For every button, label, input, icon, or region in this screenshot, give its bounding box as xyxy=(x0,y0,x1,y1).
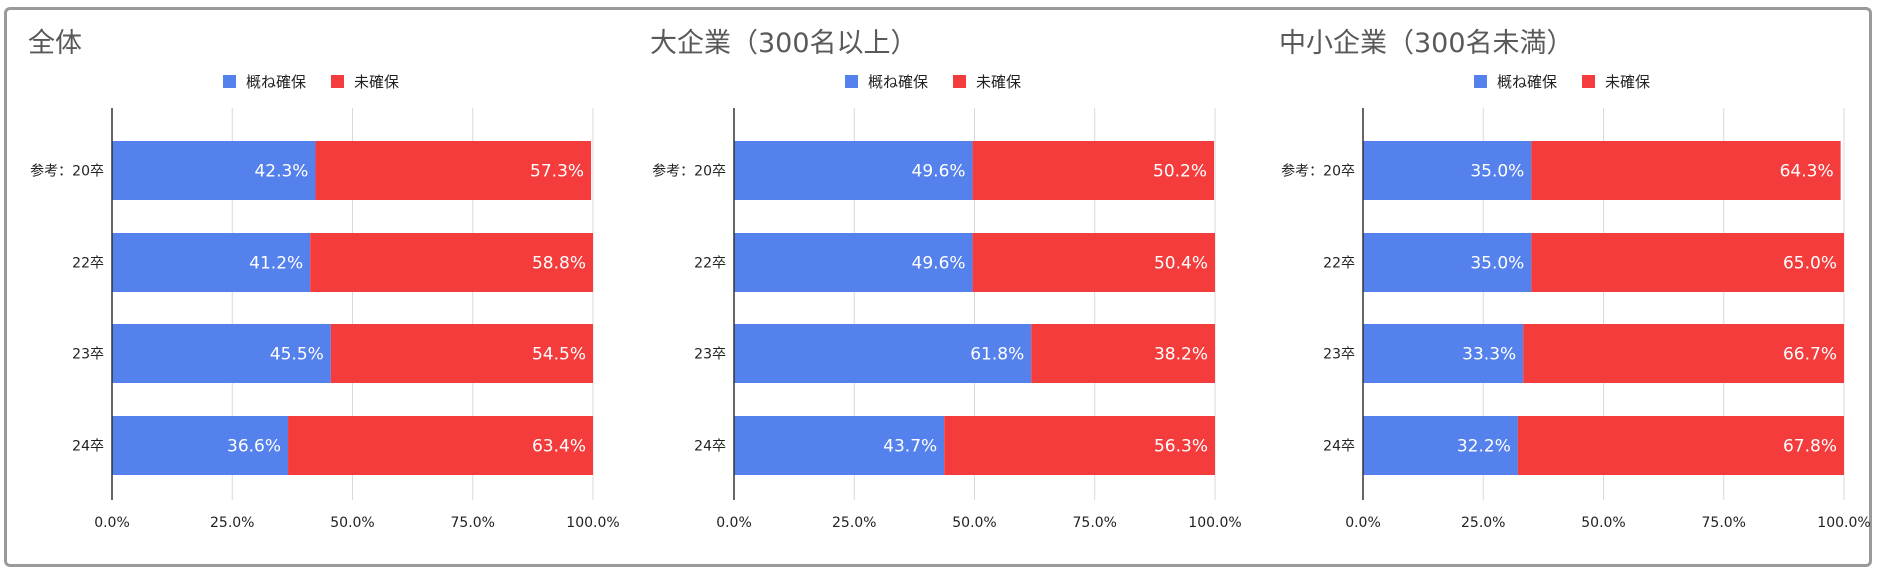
category-label: 23卒 xyxy=(72,347,104,363)
data-label: 65.0% xyxy=(1783,254,1837,274)
data-label: 66.7% xyxy=(1783,345,1837,365)
x-tick-label: 100.0% xyxy=(1817,515,1870,531)
data-label: 54.5% xyxy=(532,345,586,365)
bar-segment xyxy=(315,141,592,200)
bar-segment xyxy=(112,141,316,200)
legend-swatch xyxy=(953,75,966,88)
data-label: 57.3% xyxy=(530,162,584,182)
category-label: 24卒 xyxy=(694,439,726,455)
x-tick-label: 25.0% xyxy=(210,515,254,531)
bar-segment xyxy=(112,324,331,383)
data-label: 63.4% xyxy=(532,437,586,457)
legend-label: 未確保 xyxy=(354,73,399,91)
bar-segment xyxy=(112,233,311,292)
bar-segment xyxy=(1531,141,1841,200)
legend-label: 概ね確保 xyxy=(1497,73,1557,91)
bar-segment xyxy=(944,416,1215,475)
category-label: 22卒 xyxy=(72,256,104,272)
bar-segment xyxy=(310,233,593,292)
data-label: 35.0% xyxy=(1470,162,1524,182)
bar-segment xyxy=(1363,233,1532,292)
category-label: 23卒 xyxy=(694,347,726,363)
x-tick-label: 25.0% xyxy=(832,515,876,531)
bar-segment xyxy=(1531,233,1844,292)
x-tick-label: 50.0% xyxy=(1581,515,1625,531)
category-label: 24卒 xyxy=(72,439,104,455)
category-label: 24卒 xyxy=(1323,439,1355,455)
data-label: 56.3% xyxy=(1154,437,1208,457)
legend-label: 概ね確保 xyxy=(246,73,306,91)
legend-swatch xyxy=(1474,75,1487,88)
bar-segment xyxy=(972,233,1215,292)
category-label: 参考：20卒 xyxy=(30,163,104,180)
legend-swatch xyxy=(223,75,236,88)
chart-large-companies: 大企業（300名以上） 概ね確保 未確保 49.6% 50.2% 参考：20卒 49.6% 5… xyxy=(650,28,1242,531)
data-label: 50.4% xyxy=(1154,254,1208,274)
bar-segment xyxy=(1523,324,1844,383)
x-tick-label: 75.0% xyxy=(1702,515,1746,531)
data-label: 49.6% xyxy=(912,162,966,182)
data-label: 50.2% xyxy=(1153,162,1207,182)
legend-swatch xyxy=(1582,75,1595,88)
x-tick-label: 0.0% xyxy=(94,515,130,531)
category-label: 22卒 xyxy=(1323,256,1355,272)
data-label: 38.2% xyxy=(1154,345,1208,365)
category-label: 参考：20卒 xyxy=(1281,163,1355,180)
data-label: 33.3% xyxy=(1462,345,1516,365)
chart-title: 中小企業（300名未満） xyxy=(1279,28,1574,59)
data-label: 67.8% xyxy=(1783,437,1837,457)
bar-segment xyxy=(734,233,973,292)
legend-swatch xyxy=(845,75,858,88)
category-label: 23卒 xyxy=(1323,347,1355,363)
data-label: 35.0% xyxy=(1470,254,1524,274)
data-label: 43.7% xyxy=(883,437,937,457)
data-label: 45.5% xyxy=(270,345,324,365)
data-label: 32.2% xyxy=(1457,437,1511,457)
data-label: 49.6% xyxy=(912,254,966,274)
chart-small-medium-companies: 中小企業（300名未満） 概ね確保 未確保 35.0% 64.3% 参考：20卒 35.0%… xyxy=(1279,28,1871,531)
x-tick-label: 75.0% xyxy=(451,515,495,531)
bar-segment xyxy=(1363,324,1524,383)
legend-label: 未確保 xyxy=(976,73,1021,91)
x-tick-label: 50.0% xyxy=(952,515,996,531)
bar-segment xyxy=(112,416,289,475)
x-tick-label: 0.0% xyxy=(1345,515,1381,531)
bar-segment xyxy=(330,324,593,383)
bar-segment xyxy=(288,416,593,475)
data-label: 58.8% xyxy=(532,254,586,274)
category-label: 参考：20卒 xyxy=(652,163,726,180)
data-label: 41.2% xyxy=(249,254,303,274)
category-label: 22卒 xyxy=(694,256,726,272)
x-tick-label: 25.0% xyxy=(1461,515,1505,531)
bar-segment xyxy=(734,324,1032,383)
chart-title: 大企業（300名以上） xyxy=(650,28,918,59)
bar-segment xyxy=(1031,324,1215,383)
legend-label: 未確保 xyxy=(1605,73,1650,91)
bar-segment xyxy=(972,141,1215,200)
bar-segment xyxy=(1363,416,1518,475)
x-tick-label: 100.0% xyxy=(1188,515,1241,531)
bar-segment xyxy=(734,141,973,200)
data-label: 42.3% xyxy=(254,162,308,182)
x-tick-label: 100.0% xyxy=(566,515,619,531)
x-tick-label: 50.0% xyxy=(330,515,374,531)
data-label: 61.8% xyxy=(970,345,1024,365)
bar-segment xyxy=(1517,416,1844,475)
bar-segment xyxy=(1363,141,1532,200)
x-tick-label: 75.0% xyxy=(1073,515,1117,531)
legend-label: 概ね確保 xyxy=(868,73,928,91)
x-tick-label: 0.0% xyxy=(716,515,752,531)
bar-segment xyxy=(734,416,945,475)
legend-swatch xyxy=(331,75,344,88)
data-label: 36.6% xyxy=(227,437,281,457)
data-label: 64.3% xyxy=(1780,162,1834,182)
chart-title: 全体 xyxy=(28,28,82,59)
